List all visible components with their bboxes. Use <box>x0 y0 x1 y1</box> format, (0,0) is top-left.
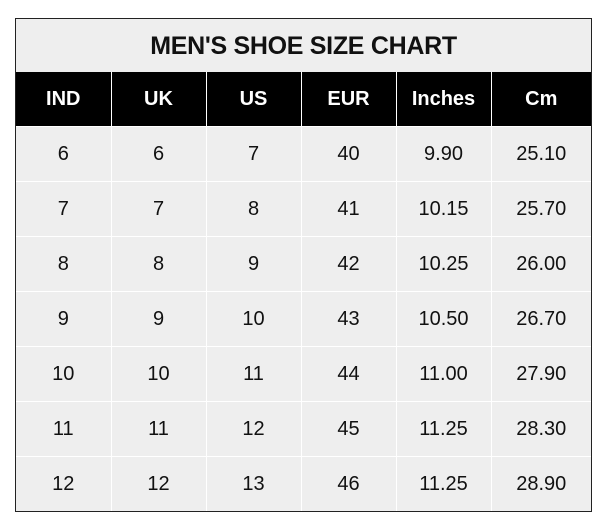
table-cell: 44 <box>300 346 396 402</box>
table-cell: 8 <box>16 236 111 292</box>
column-header: US <box>205 72 301 127</box>
table-cell: 6 <box>110 126 206 182</box>
column-header: EUR <box>300 72 396 127</box>
table-cell: 40 <box>300 126 396 182</box>
table-cell: 26.00 <box>490 236 591 292</box>
table-cell: 11 <box>16 401 111 457</box>
table-cell: 6 <box>16 126 111 182</box>
table-cell: 8 <box>110 236 206 292</box>
column-header: UK <box>110 72 206 127</box>
table-cell: 12 <box>110 456 206 511</box>
table-cell: 28.30 <box>490 401 591 457</box>
table-cell: 7 <box>110 181 206 237</box>
table-cell: 26.70 <box>490 291 591 347</box>
table-cell: 11.25 <box>395 401 491 457</box>
table-cell: 10.25 <box>395 236 491 292</box>
table-cell: 10 <box>110 346 206 402</box>
table-cell: 25.70 <box>490 181 591 237</box>
table-cell: 46 <box>300 456 396 511</box>
table-cell: 11 <box>205 346 301 402</box>
table-cell: 11.25 <box>395 456 491 511</box>
table-cell: 10 <box>16 346 111 402</box>
table-cell: 10 <box>205 291 301 347</box>
column-header: IND <box>16 72 111 127</box>
table-cell: 7 <box>16 181 111 237</box>
table-cell: 25.10 <box>490 126 591 182</box>
table-cell: 45 <box>300 401 396 457</box>
table-cell: 27.90 <box>490 346 591 402</box>
table-cell: 41 <box>300 181 396 237</box>
table-row: 7 7 8 41 10.15 25.70 <box>16 181 591 237</box>
table-row: 12 12 13 46 11.25 28.90 <box>16 456 591 511</box>
table-cell: 42 <box>300 236 396 292</box>
table-cell: 12 <box>16 456 111 511</box>
table-cell: 11 <box>110 401 206 457</box>
table-cell: 9.90 <box>395 126 491 182</box>
table-row: 11 11 12 45 11.25 28.30 <box>16 401 591 457</box>
table-cell: 9 <box>205 236 301 292</box>
table-row: 10 10 11 44 11.00 27.90 <box>16 346 591 402</box>
table-cell: 28.90 <box>490 456 591 511</box>
table-row: 9 9 10 43 10.50 26.70 <box>16 291 591 347</box>
table-cell: 9 <box>110 291 206 347</box>
table-cell: 12 <box>205 401 301 457</box>
chart-title: MEN'S SHOE SIZE CHART <box>150 32 457 60</box>
table-cell: 13 <box>205 456 301 511</box>
table-row: 6 6 7 40 9.90 25.10 <box>16 126 591 182</box>
table-cell: 7 <box>205 126 301 182</box>
header-row: IND UK US EUR Inches Cm <box>16 72 591 127</box>
table-row: 8 8 9 42 10.25 26.00 <box>16 236 591 292</box>
table-cell: 9 <box>16 291 111 347</box>
table-cell: 8 <box>205 181 301 237</box>
table-cell: 11.00 <box>395 346 491 402</box>
size-chart: MEN'S SHOE SIZE CHART IND UK US EUR Inches Cm… <box>15 18 592 512</box>
size-table: IND UK US EUR Inches Cm 6 6 7 40 9.90 25.10 7 7 8 41 10… <box>16 72 591 511</box>
column-header: Inches <box>395 72 491 127</box>
table-cell: 43 <box>300 291 396 347</box>
column-header: Cm <box>490 72 591 127</box>
table-cell: 10.15 <box>395 181 491 237</box>
table-cell: 10.50 <box>395 291 491 347</box>
